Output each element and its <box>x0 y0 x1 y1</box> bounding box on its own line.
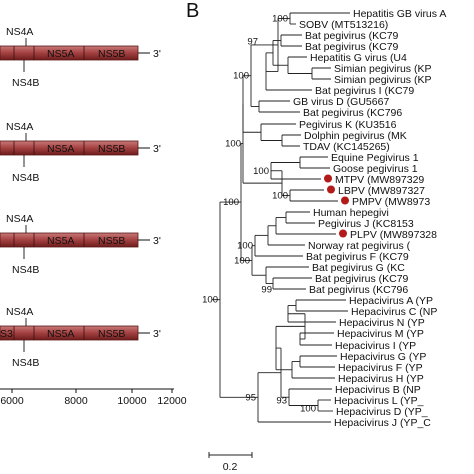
ns5a-label: NS5A <box>47 235 74 247</box>
taxon-label: Hepacivirus I (YP <box>335 340 416 352</box>
taxon-label: LBPV (MW897327 <box>338 185 425 197</box>
bootstrap-value: 93 <box>276 395 287 406</box>
ns5b-label: NS5B <box>98 143 125 155</box>
panel-b-label: B <box>186 0 199 22</box>
taxon-label: Simian pegivirus (KP <box>334 63 431 75</box>
bootstrap-value: 99 <box>261 285 272 296</box>
novel-virus-marker <box>327 185 335 194</box>
genome-map-2: NS4A NS4B NS5A NS5B 3' <box>0 121 161 184</box>
taxon-label: Hepacivirus C (NP <box>351 306 437 318</box>
taxon-label: Hepacivirus D (YP_ <box>336 406 428 418</box>
genome-axis-tick-label: 12000 <box>157 395 186 407</box>
taxon-label: Equine Pegivirus 1 <box>331 152 419 164</box>
genome-axis-tick-label: 6000 <box>0 395 24 407</box>
ns5b-label: NS5B <box>98 235 125 247</box>
bootstrap-value: 100 <box>234 255 250 266</box>
bootstrap-value: 100 <box>233 71 249 82</box>
taxon-label: Hepacivirus N (YP <box>339 317 425 329</box>
taxon-label: Bat pegivirus (KC79 <box>305 41 399 53</box>
taxon-label: Simian pegivirus (KP <box>334 74 431 86</box>
bootstrap-value: 100 <box>272 14 288 25</box>
taxon-label: TDAV (KC145265) <box>303 141 390 153</box>
taxon-label: Bat pegivirus I (KC79 <box>315 85 414 97</box>
tree-scale-bar: 0.2 <box>208 452 253 473</box>
bootstrap-value: 100 <box>202 295 218 306</box>
scale-bar-label: 0.2 <box>223 461 238 473</box>
ns4b-label: NS4B <box>12 172 39 184</box>
bootstrap-value: 100 <box>225 139 241 150</box>
genome-map-1: NS4A NS4B NS5A NS5B 3' <box>0 26 161 89</box>
bootstrap-value: 100 <box>272 191 288 202</box>
bootstrap-value: 100 <box>300 404 316 415</box>
ns5b-label: NS5B <box>98 328 125 340</box>
ns4b-label: NS4B <box>12 357 39 369</box>
taxon-label: Hepacivirus B (NP <box>335 384 421 396</box>
ns4a-label: NS4A <box>6 213 33 225</box>
taxon-label: Hepacivirus J (YP_C <box>334 417 431 429</box>
novel-virus-marker <box>324 174 332 183</box>
taxon-label: SOBV (MT513216) <box>299 19 388 31</box>
taxon-label: Hepatitis GB virus A <box>353 8 446 20</box>
three-prime-label: 3' <box>153 235 161 247</box>
taxon-label: Hepacivirus H (YP <box>338 373 424 385</box>
ns4b-label: NS4B <box>12 264 39 276</box>
taxon-label: Goose pegivirus 1 <box>333 163 418 175</box>
three-prime-label: 3' <box>153 143 161 155</box>
taxon-label: Hepacivirus M (YP <box>337 328 424 340</box>
genome-axis-tick-label: 8000 <box>64 395 88 407</box>
genome-map-4: NS4A NS4B S3 NS5A NS5B 3' <box>0 306 161 369</box>
taxon-label: Hepacivirus L (YP_ <box>334 395 424 407</box>
genome-map-3: NS4A NS4B NS5A NS5B 3' <box>0 213 161 276</box>
taxon-label: Human hepegivi <box>313 207 389 219</box>
novel-virus-marker <box>339 229 347 238</box>
bootstrap-value: 100 <box>237 241 253 252</box>
ns5a-label: NS5A <box>47 143 74 155</box>
taxon-label: Norway rat pegivirus ( <box>308 240 411 252</box>
taxon-label: Pegivirus K (KU3516 <box>299 119 397 131</box>
segment-label: S3 <box>0 328 13 340</box>
ns4b-label: NS4B <box>12 77 39 89</box>
bootstrap-value: 100 <box>223 197 239 208</box>
taxon-label: Bat pegivirus (KC796 <box>309 284 408 296</box>
bootstrap-value: 100 <box>253 166 269 177</box>
taxon-label: Bat pegivirus (KC79 <box>305 30 399 42</box>
taxon-label: Dolphin pegivirus (MK <box>304 130 407 142</box>
three-prime-label: 3' <box>153 328 161 340</box>
taxon-label: PMPV (MW8973 <box>352 196 430 208</box>
taxon-label: MTPV (MW897329 <box>335 174 424 186</box>
taxon-label: Bat pegivirus (KC79 <box>315 273 409 285</box>
novel-virus-marker <box>341 196 349 205</box>
taxon-label: Hepacivirus A (YP <box>349 295 433 307</box>
genome-axis-tick-label: 10000 <box>117 395 146 407</box>
ns4a-label: NS4A <box>6 306 33 318</box>
ns5b-label: NS5B <box>98 48 125 60</box>
taxon-label: PLPV (MW897328 <box>350 229 437 241</box>
ns4a-label: NS4A <box>6 121 33 133</box>
ns4a-label: NS4A <box>6 26 33 38</box>
ns5a-label: NS5A <box>47 328 74 340</box>
taxon-label: Bat pegivirus G (KC <box>312 262 405 274</box>
taxon-label: Hepacivirus F (YP <box>338 362 423 374</box>
taxon-label: Hepatitis G virus (U4 <box>310 52 407 64</box>
bootstrap-value: 95 <box>245 392 256 403</box>
genome-position-axis: 6000 8000 10000 12000 <box>0 388 187 407</box>
three-prime-label: 3' <box>153 48 161 60</box>
bootstrap-value: 97 <box>247 37 258 48</box>
ns5a-label: NS5A <box>47 48 74 60</box>
taxon-label: GB virus D (GU5667 <box>293 96 389 108</box>
taxon-label: Bat pegivirus (KC796 <box>303 107 402 119</box>
taxon-label: Hepacivirus G (YP <box>340 351 426 363</box>
taxon-label: Pegivirus J (KC8153 <box>318 218 414 230</box>
taxon-label: Bat pegivirus F (KC79 <box>306 251 409 263</box>
